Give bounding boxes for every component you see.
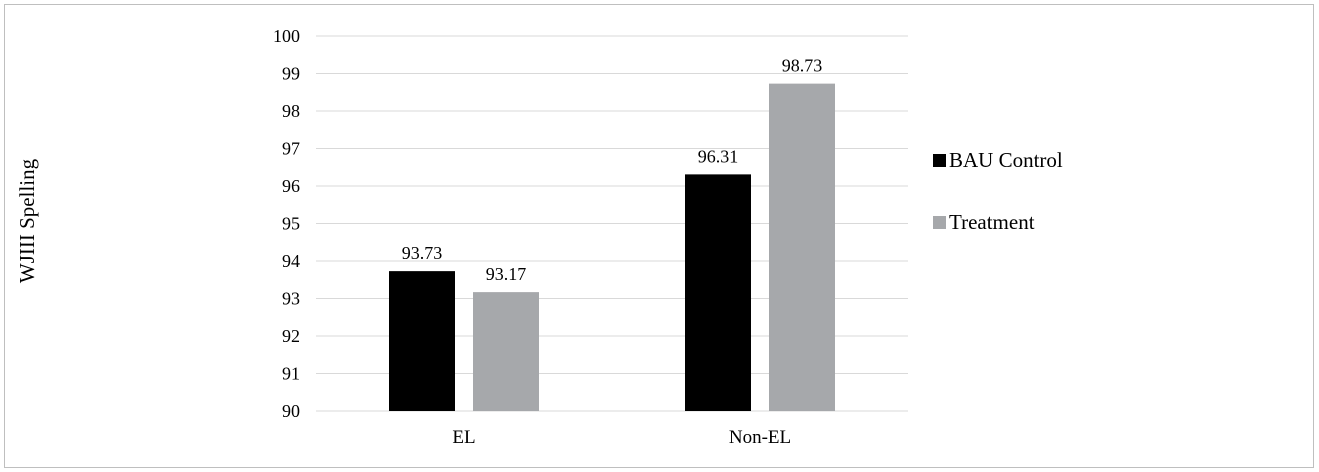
bar-treatment-non-el: [769, 83, 835, 411]
legend-swatch-treatment: [933, 215, 946, 229]
y-tick-label: 98: [282, 101, 300, 121]
x-tick-labels: EL Non-EL: [452, 427, 791, 448]
y-tick-label: 91: [282, 364, 300, 384]
y-tick-label: 90: [282, 401, 300, 421]
data-label: 93.73: [402, 243, 443, 263]
y-tick-label: 92: [282, 326, 300, 346]
data-label: 98.73: [782, 56, 823, 76]
legend-label-bau-control: BAU Control: [949, 147, 1063, 172]
y-tick-label: 95: [282, 214, 300, 234]
legend-label-treatment: Treatment: [949, 209, 1035, 234]
chart-frame: 90 91 92 93 94 95 96 97 98 99 100 93.73 93.17 96.31 9…: [4, 4, 1314, 468]
legend-item-bau-control: BAU Control: [933, 145, 1063, 175]
legend: BAU Control Treatment: [933, 145, 1063, 269]
y-tick-label: 96: [282, 176, 300, 196]
bar-bau-control-el: [389, 271, 455, 411]
bars: [389, 83, 835, 411]
y-tick-label: 93: [282, 289, 300, 309]
data-labels: 93.73 93.17 96.31 98.73: [402, 56, 823, 285]
y-tick-label: 94: [282, 251, 300, 271]
legend-item-treatment: Treatment: [933, 207, 1063, 237]
data-label: 96.31: [698, 146, 739, 166]
y-tick-label: 97: [282, 139, 300, 159]
y-axis-label: WJIII Spelling: [15, 158, 39, 283]
data-label: 93.17: [486, 264, 527, 284]
y-tick-label: 100: [273, 26, 300, 46]
y-tick-labels: 90 91 92 93 94 95 96 97 98 99 100: [273, 26, 300, 421]
y-tick-label: 99: [282, 64, 300, 84]
x-tick-label: Non-EL: [729, 427, 791, 448]
bar-treatment-el: [473, 292, 539, 411]
bar-bau-control-non-el: [685, 174, 751, 411]
legend-swatch-bau-control: [933, 153, 946, 167]
x-tick-label: EL: [452, 427, 475, 448]
